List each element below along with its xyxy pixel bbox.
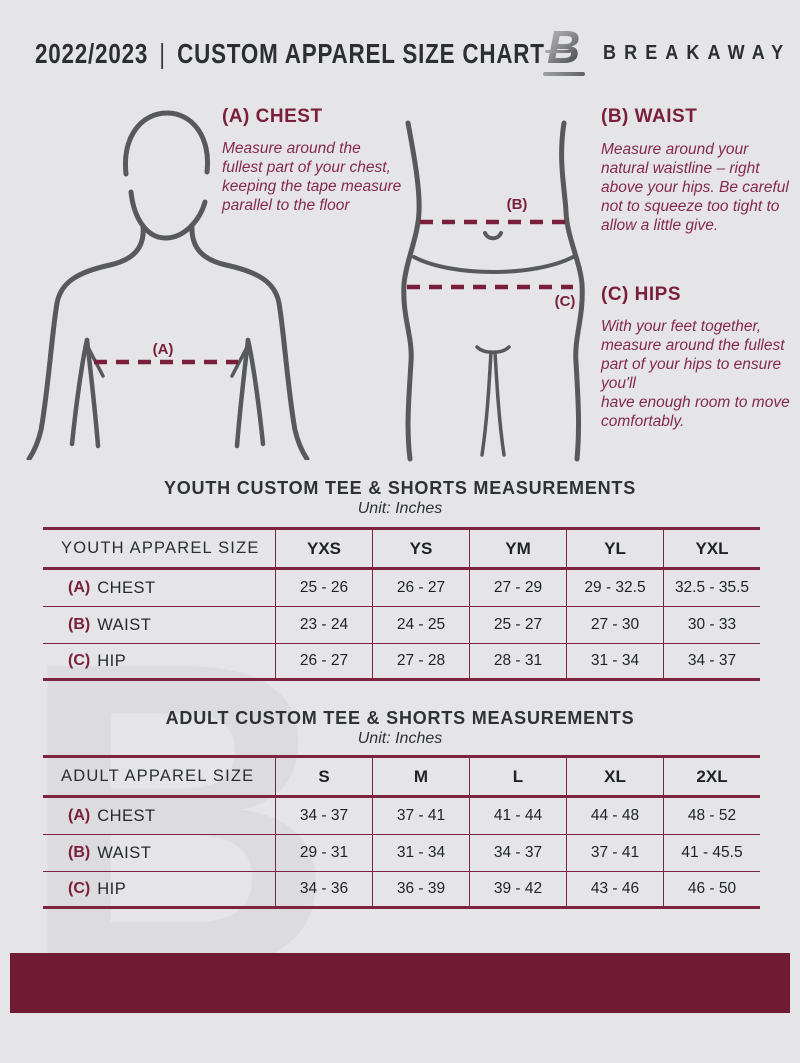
youth-size-ys: YS — [372, 530, 469, 567]
adult-waist-label: WAIST — [97, 843, 152, 862]
title-year: 2022/2023 — [35, 38, 149, 69]
youth-waist-ym: 25 - 27 — [469, 607, 566, 643]
youth-chest-row: (A) CHEST 25 - 26 26 - 27 27 - 29 29 - 3… — [43, 570, 760, 607]
youth-chest-yxs: 25 - 26 — [275, 570, 372, 606]
youth-hip-ym: 28 - 31 — [469, 644, 566, 678]
brand-lockup: B BREAKAWAY — [543, 22, 800, 80]
adult-waist-s: 29 - 31 — [275, 835, 372, 871]
youth-size-yxl: YXL — [663, 530, 760, 567]
adult-chest-l: 41 - 44 — [469, 798, 566, 834]
footer-bar — [10, 953, 790, 1013]
youth-chest-marker: (A) — [68, 579, 91, 596]
adult-size-label: ADULT APPAREL SIZE — [61, 767, 255, 785]
adult-chest-m: 37 - 41 — [372, 798, 469, 834]
waist-heading: (B) WAIST — [601, 106, 698, 127]
youth-waist-ys: 24 - 25 — [372, 607, 469, 643]
hips-instructions: With your feet together, measure around … — [601, 318, 790, 430]
adult-waist-l: 34 - 37 — [469, 835, 566, 871]
adult-waist-marker: (B) — [68, 844, 91, 861]
adult-section-title: ADULT CUSTOM TEE & SHORTS MEASUREMENTS — [165, 708, 635, 728]
adult-waist-xl: 37 - 41 — [566, 835, 663, 871]
adult-waist-m: 31 - 34 — [372, 835, 469, 871]
adult-chest-row: (A) CHEST 34 - 37 37 - 41 41 - 44 44 - 4… — [43, 798, 760, 835]
youth-size-label: YOUTH APPAREL SIZE — [61, 539, 260, 557]
adult-chest-marker: (A) — [68, 807, 91, 824]
adult-waist-row: (B) WAIST 29 - 31 31 - 34 34 - 37 37 - 4… — [43, 835, 760, 872]
chest-marker-label: (A) — [152, 341, 174, 358]
adult-size-2xl: 2XL — [663, 758, 760, 795]
youth-chest-yxl: 32.5 - 35.5 — [663, 570, 760, 606]
youth-hip-marker: (C) — [68, 652, 91, 669]
youth-chest-yl: 29 - 32.5 — [566, 570, 663, 606]
chest-instructions: Measure around the fullest part of your … — [222, 140, 402, 214]
youth-chest-label: CHEST — [97, 578, 156, 597]
adult-hip-m: 36 - 39 — [372, 872, 469, 906]
adult-chest-label: CHEST — [97, 806, 156, 825]
adult-size-xl: XL — [566, 758, 663, 795]
title-separator: | — [159, 38, 166, 69]
adult-size-s: S — [275, 758, 372, 795]
adult-size-l: L — [469, 758, 566, 795]
youth-section-unit: Unit: Inches — [357, 500, 443, 517]
youth-table-header-row: YOUTH APPAREL SIZE YXS YS YM YL YXL — [43, 530, 760, 570]
adult-hip-2xl: 46 - 50 — [663, 872, 760, 906]
adult-section-unit: Unit: Inches — [357, 730, 443, 747]
youth-chest-ym: 27 - 29 — [469, 570, 566, 606]
adult-hip-marker: (C) — [68, 880, 91, 897]
breakaway-logo-icon: B — [543, 22, 591, 80]
adult-waist-2xl: 41 - 45.5 — [663, 835, 760, 871]
adult-hip-row: (C) HIP 34 - 36 36 - 39 39 - 42 43 - 46 … — [43, 872, 760, 909]
adult-size-table: ADULT APPAREL SIZE S M L XL 2XL (A) CHES… — [43, 755, 760, 909]
youth-hip-yxl: 34 - 37 — [663, 644, 760, 678]
waist-marker-label: (B) — [506, 196, 528, 213]
waist-hips-figure — [401, 120, 585, 462]
adult-table-header-row: ADULT APPAREL SIZE S M L XL 2XL — [43, 758, 760, 798]
adult-chest-s: 34 - 37 — [275, 798, 372, 834]
youth-waist-yxs: 23 - 24 — [275, 607, 372, 643]
waist-instructions: Measure around your natural waistline – … — [601, 141, 789, 234]
title-main: CUSTOM APPAREL SIZE CHART — [177, 38, 545, 69]
youth-size-yxs: YXS — [275, 530, 372, 567]
youth-waist-yxl: 30 - 33 — [663, 607, 760, 643]
adult-hip-label: HIP — [97, 879, 127, 898]
youth-hip-label: HIP — [97, 651, 127, 670]
youth-hip-yxs: 26 - 27 — [275, 644, 372, 678]
adult-chest-xl: 44 - 48 — [566, 798, 663, 834]
youth-size-ym: YM — [469, 530, 566, 567]
youth-chest-ys: 26 - 27 — [372, 570, 469, 606]
adult-chest-2xl: 48 - 52 — [663, 798, 760, 834]
page-title: 2022/2023 | CUSTOM APPAREL SIZE CHART — [35, 38, 545, 70]
adult-hip-l: 39 - 42 — [469, 872, 566, 906]
youth-hip-row: (C) HIP 26 - 27 27 - 28 28 - 31 31 - 34 … — [43, 644, 760, 681]
youth-hip-yl: 31 - 34 — [566, 644, 663, 678]
adult-hip-s: 34 - 36 — [275, 872, 372, 906]
chest-heading: (A) CHEST — [222, 106, 323, 127]
adult-hip-xl: 43 - 46 — [566, 872, 663, 906]
adult-size-m: M — [372, 758, 469, 795]
youth-size-yl: YL — [566, 530, 663, 567]
hips-heading: (C) HIPS — [601, 284, 681, 305]
youth-waist-label: WAIST — [97, 615, 152, 634]
brand-name: BREAKAWAY — [603, 41, 792, 64]
youth-waist-row: (B) WAIST 23 - 24 24 - 25 25 - 27 27 - 3… — [43, 607, 760, 644]
youth-waist-marker: (B) — [68, 616, 91, 633]
chest-figure — [26, 110, 310, 460]
youth-hip-ys: 27 - 28 — [372, 644, 469, 678]
youth-waist-yl: 27 - 30 — [566, 607, 663, 643]
youth-size-table: YOUTH APPAREL SIZE YXS YS YM YL YXL (A) … — [43, 527, 760, 681]
hips-marker-label: (C) — [554, 293, 576, 310]
youth-section-title: YOUTH CUSTOM TEE & SHORTS MEASUREMENTS — [163, 478, 637, 498]
